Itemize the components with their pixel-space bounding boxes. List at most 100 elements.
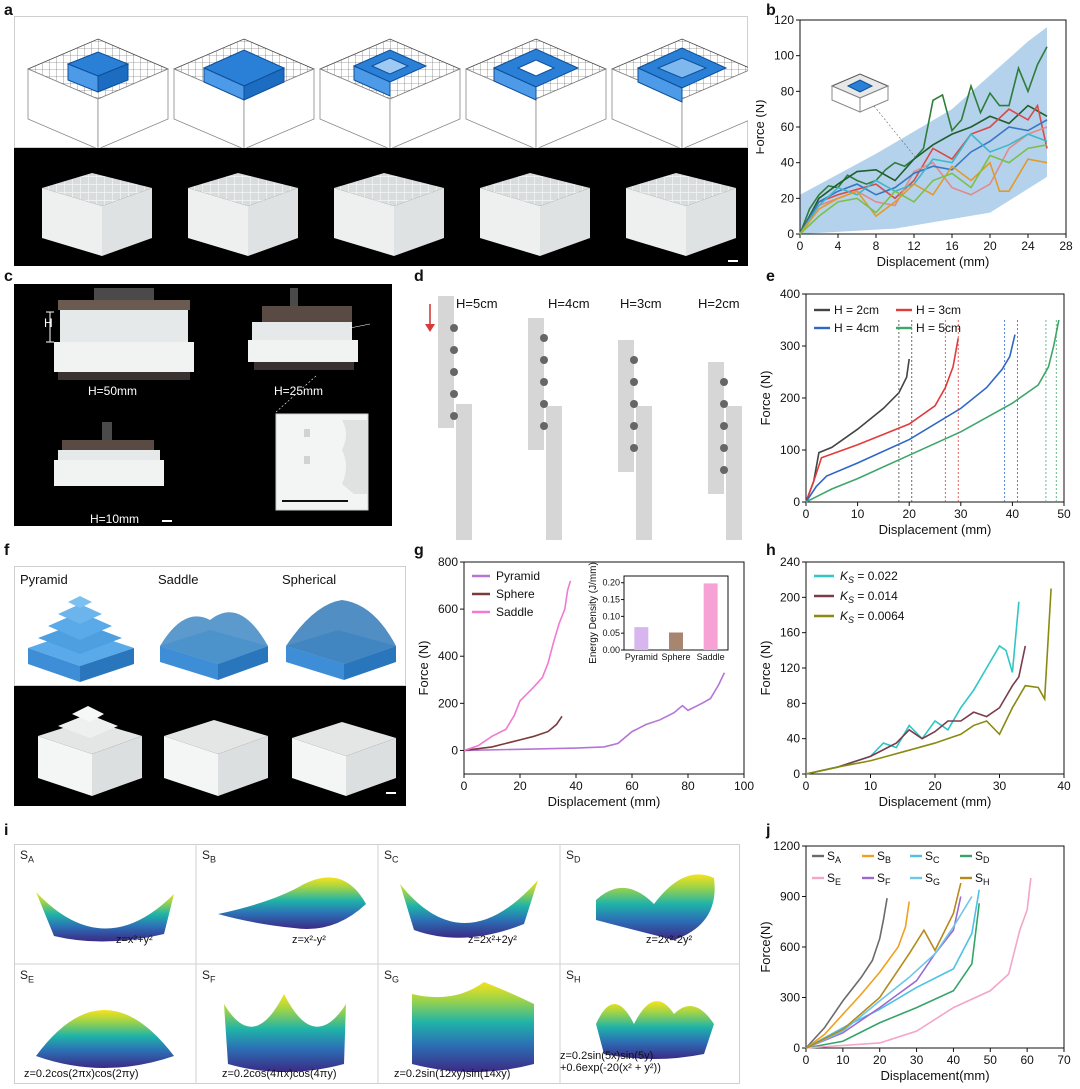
x-tick-label: 0 <box>461 779 468 793</box>
surface-title-g: SG <box>384 968 399 984</box>
inset-x-label: Sphere <box>661 652 690 662</box>
legend-label: SG <box>925 871 940 887</box>
y-tick-label: 300 <box>780 339 800 353</box>
y-tick-label: 600 <box>438 602 458 616</box>
y-axis-label: Force (N) <box>758 371 773 426</box>
legend-label: H = 4cm <box>834 321 879 335</box>
x-axis-label: Displacement (mm) <box>879 522 992 537</box>
inset-blue <box>846 79 874 93</box>
surface-equation-line: z=0.2cos(2πx)cos(2πy) <box>24 1068 139 1080</box>
surface-equation-line: z=x²+y² <box>116 934 153 946</box>
series-line-pyramid <box>463 672 726 752</box>
y-tick-label: 80 <box>781 84 795 98</box>
legend-label: SH <box>975 871 990 887</box>
inset-lattice-icon <box>830 73 890 113</box>
x-tick-label: 50 <box>1057 507 1071 521</box>
y-tick-label: 300 <box>780 991 800 1005</box>
label-h25: H=25mm <box>274 384 324 398</box>
y-tick-label: 0 <box>793 495 800 509</box>
y-tick-label: 400 <box>780 287 800 301</box>
legend-label-sub: C <box>933 855 940 865</box>
surface-equation-line: z=2x²+2y² <box>468 934 517 946</box>
surface-title-base: S <box>384 968 393 982</box>
x-tick-label: 0 <box>803 779 810 793</box>
legend-label-prefix: K <box>840 609 849 623</box>
y-tick-label: 400 <box>438 649 458 663</box>
inset-y-tick-label: 0.00 <box>602 645 620 655</box>
series-line-sphere <box>463 715 563 752</box>
sample-h10 <box>54 422 164 486</box>
legend-label-prefix: K <box>840 569 849 583</box>
surface-sh <box>596 1001 714 1059</box>
panel-label-e: e <box>766 268 775 285</box>
series-line-red <box>799 103 1048 235</box>
inset-y-tick-label: 0.10 <box>602 611 620 621</box>
series-line-ks-0-0064 <box>805 588 1052 775</box>
x-tick-label: 50 <box>984 1053 998 1067</box>
legend-label: SA <box>827 849 841 865</box>
series-line-green <box>799 46 1048 235</box>
x-tick-label: 60 <box>625 779 639 793</box>
x-tick-label: 40 <box>947 1053 961 1067</box>
assembly-2cm <box>708 362 742 540</box>
inset-x-label: Saddle <box>697 652 725 662</box>
panel-label-g: g <box>414 542 424 559</box>
x-tick-label: 20 <box>903 507 917 521</box>
y-tick-label: 100 <box>774 49 794 63</box>
surface-title-base: S <box>20 968 29 982</box>
panel-label-a: a <box>4 2 13 19</box>
y-tick-label: 40 <box>781 156 795 170</box>
legend-label-sub: S <box>848 615 854 625</box>
x-axis-label: Displacement (mm) <box>548 794 661 809</box>
plot-frame <box>463 561 745 775</box>
legend-label-base: S <box>975 849 983 863</box>
y-axis-label: Force (N) <box>758 641 773 696</box>
surface-title-sub: H <box>574 974 581 985</box>
surface-title-sub: A <box>28 854 35 865</box>
x-tick-label: 12 <box>907 239 921 253</box>
legend-label-sub: A <box>835 855 841 865</box>
surface-sc <box>400 880 538 938</box>
legend-label-sub: S <box>848 575 854 585</box>
y-tick-label: 0 <box>451 743 458 757</box>
y-tick-label: 600 <box>780 940 800 954</box>
surface-sb <box>218 877 366 929</box>
x-tick-label: 40 <box>1057 779 1071 793</box>
legend-label-base: S <box>877 849 885 863</box>
y-tick-label: 40 <box>787 732 801 746</box>
series-line-s-e <box>805 877 1032 1049</box>
surface-title-sub: E <box>28 974 35 985</box>
surface-title-d: SD <box>566 848 581 864</box>
panel-d-diagram <box>425 296 742 540</box>
surface-equation-d: z=2x²-2y² <box>646 934 692 946</box>
legend-label-sub: B <box>885 855 891 865</box>
printed-sample-1 <box>42 173 152 256</box>
x-tick-label: 8 <box>873 239 880 253</box>
x-tick-label: 10 <box>836 1053 850 1067</box>
surface-title-h: SH <box>566 968 581 984</box>
surface-title-c: SC <box>384 848 399 864</box>
panel-label-d: d <box>414 268 424 285</box>
surface-equation-g: z=0.2sin(12xy)sin(14xy) <box>394 1068 510 1080</box>
y-axis-label: Force (N) <box>418 641 431 696</box>
panel-label-h: h <box>766 542 776 559</box>
legend-label-val: = 0.014 <box>854 589 898 603</box>
x-tick-label: 0 <box>803 1053 810 1067</box>
scale-bar <box>728 260 738 262</box>
surface-equation-e: z=0.2cos(2πx)cos(2πy) <box>24 1068 139 1080</box>
panel-a-lattice-renders <box>26 38 748 148</box>
label-d-3cm: H=3cm <box>620 296 662 311</box>
inset-bar-sphere <box>669 632 683 650</box>
printed-saddle <box>164 720 268 796</box>
inset-x-label: Pyramid <box>625 652 658 662</box>
surface-title-sub: D <box>574 854 581 865</box>
printed-sample-2 <box>188 173 298 256</box>
panel-f-printed-photos <box>38 706 396 796</box>
panel-label-j: j <box>766 822 771 839</box>
series-line-cyan <box>799 132 1048 235</box>
series-line-h-4cm <box>805 334 1016 503</box>
printed-pyramid <box>38 706 142 796</box>
surface-se <box>36 1010 174 1068</box>
label-pyramid: Pyramid <box>20 572 68 587</box>
surface-sg <box>412 982 534 1072</box>
